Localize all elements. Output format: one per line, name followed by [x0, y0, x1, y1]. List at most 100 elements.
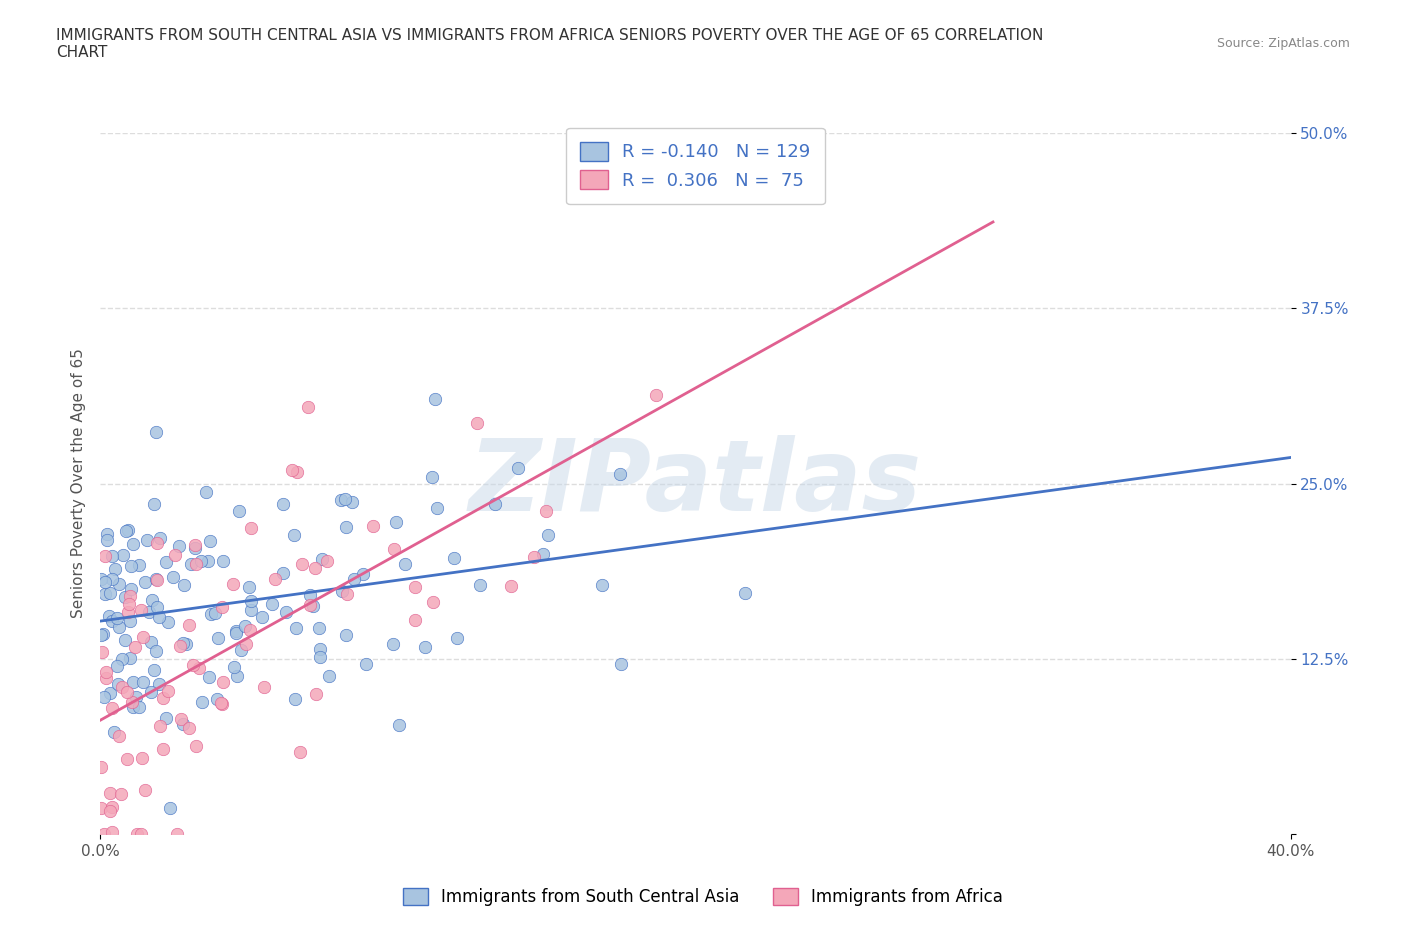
Point — [166, 827, 188, 842]
Point — [197, 553, 219, 568]
Point — [194, 485, 217, 499]
Point — [422, 594, 444, 609]
Point — [173, 578, 195, 592]
Point — [169, 638, 191, 653]
Text: ZIPatlas: ZIPatlas — [468, 435, 922, 532]
Point — [155, 555, 177, 570]
Point — [96, 533, 118, 548]
Point — [330, 493, 353, 508]
Point — [120, 581, 142, 596]
Point — [304, 561, 326, 576]
Point — [156, 684, 179, 698]
Point — [361, 518, 384, 533]
Point — [318, 669, 340, 684]
Point — [298, 597, 321, 612]
Text: Source: ZipAtlas.com: Source: ZipAtlas.com — [1216, 37, 1350, 50]
Point — [316, 554, 339, 569]
Point — [204, 605, 226, 620]
Point — [115, 524, 138, 538]
Point — [591, 578, 613, 592]
Point — [240, 603, 263, 618]
Point — [285, 620, 308, 635]
Point — [340, 495, 363, 510]
Point — [446, 631, 468, 645]
Point — [138, 604, 160, 619]
Point — [110, 787, 132, 802]
Point — [281, 462, 304, 477]
Point — [117, 596, 139, 611]
Point — [177, 721, 200, 736]
Point — [734, 586, 756, 601]
Point — [190, 554, 212, 569]
Point — [225, 626, 247, 641]
Point — [238, 579, 260, 594]
Point — [198, 670, 221, 684]
Point — [145, 572, 167, 587]
Point — [107, 676, 129, 691]
Point — [98, 609, 121, 624]
Point — [117, 752, 139, 767]
Point — [177, 618, 200, 632]
Point — [225, 669, 247, 684]
Point — [531, 547, 554, 562]
Point — [207, 631, 229, 645]
Point — [94, 549, 117, 564]
Legend: R = -0.140   N = 129, R =  0.306   N =  75: R = -0.140 N = 129, R = 0.306 N = 75 — [567, 127, 825, 205]
Point — [382, 637, 405, 652]
Point — [114, 632, 136, 647]
Point — [229, 643, 252, 658]
Point — [108, 619, 131, 634]
Point — [111, 548, 134, 563]
Point — [94, 671, 117, 685]
Point — [98, 685, 121, 700]
Point — [302, 599, 325, 614]
Point — [354, 657, 377, 671]
Point — [260, 596, 283, 611]
Point — [152, 691, 174, 706]
Point — [188, 661, 211, 676]
Point — [111, 651, 134, 666]
Point — [235, 618, 257, 633]
Point — [141, 593, 163, 608]
Point — [132, 630, 155, 644]
Point — [143, 497, 166, 512]
Point — [420, 470, 443, 485]
Point — [148, 676, 170, 691]
Point — [343, 572, 366, 587]
Text: IMMIGRANTS FROM SOUTH CENTRAL ASIA VS IMMIGRANTS FROM AFRICA SENIORS POVERTY OVE: IMMIGRANTS FROM SOUTH CENTRAL ASIA VS IM… — [56, 28, 1043, 60]
Point — [152, 741, 174, 756]
Point — [404, 613, 426, 628]
Point — [253, 680, 276, 695]
Point — [91, 626, 114, 641]
Point — [145, 644, 167, 658]
Point — [145, 424, 167, 439]
Point — [336, 587, 359, 602]
Point — [212, 675, 235, 690]
Point — [146, 600, 169, 615]
Point — [308, 650, 330, 665]
Point — [136, 532, 159, 547]
Point — [394, 557, 416, 572]
Point — [90, 760, 112, 775]
Point — [145, 536, 167, 551]
Point — [284, 692, 307, 707]
Point — [129, 603, 152, 618]
Point — [211, 697, 233, 711]
Point — [122, 674, 145, 689]
Point — [124, 639, 146, 654]
Point — [101, 701, 124, 716]
Point — [117, 604, 139, 619]
Point — [100, 572, 122, 587]
Point — [122, 699, 145, 714]
Point — [191, 695, 214, 710]
Point — [93, 690, 115, 705]
Point — [131, 751, 153, 765]
Point — [443, 551, 465, 565]
Point — [121, 537, 143, 551]
Point — [467, 416, 489, 431]
Point — [149, 719, 172, 734]
Point — [98, 804, 121, 818]
Point — [283, 527, 305, 542]
Point — [285, 464, 308, 479]
Point — [352, 566, 374, 581]
